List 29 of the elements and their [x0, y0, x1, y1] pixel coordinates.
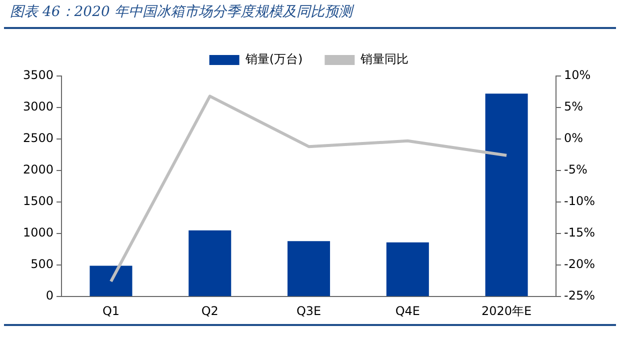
- y2-tick-label: -15%: [564, 226, 596, 240]
- y2-tick-label: 10%: [564, 68, 591, 82]
- x-tick-label: Q2: [201, 304, 218, 318]
- y-tick-label: 500: [30, 257, 54, 272]
- y-tick-label: 2000: [22, 162, 54, 177]
- bar: [485, 94, 528, 296]
- bar: [90, 266, 132, 296]
- y2-tick-label: -10%: [564, 194, 596, 208]
- x-tick-label: Q1: [102, 304, 120, 318]
- chart-title: 图表 46：2020 年中国冰箱市场分季度规模及同比预测: [10, 3, 352, 21]
- y-tick-label: 1500: [22, 194, 54, 208]
- y-tick-label: 0: [46, 288, 54, 303]
- y2-tick-label: -20%: [564, 257, 596, 272]
- y-tick-label: 1000: [22, 226, 54, 240]
- y2-tick-label: 5%: [564, 100, 584, 114]
- bar: [188, 230, 232, 296]
- y2-tick-label: 0%: [564, 131, 584, 146]
- legend-label: 销量同比: [360, 52, 409, 66]
- y2-tick-label: -25%: [564, 288, 596, 303]
- legend-label: 销量(万台): [244, 52, 303, 66]
- y-tick-label: 3000: [22, 100, 54, 114]
- y-tick-label: 2500: [22, 131, 54, 146]
- bar: [386, 242, 429, 296]
- bar: [288, 241, 330, 296]
- x-tick-label: Q3E: [296, 304, 322, 318]
- x-tick-label: 2020年E: [481, 304, 532, 318]
- x-tick-label: Q4E: [395, 304, 420, 318]
- y2-tick-label: -5%: [564, 162, 588, 177]
- y-tick-label: 3500: [22, 68, 54, 82]
